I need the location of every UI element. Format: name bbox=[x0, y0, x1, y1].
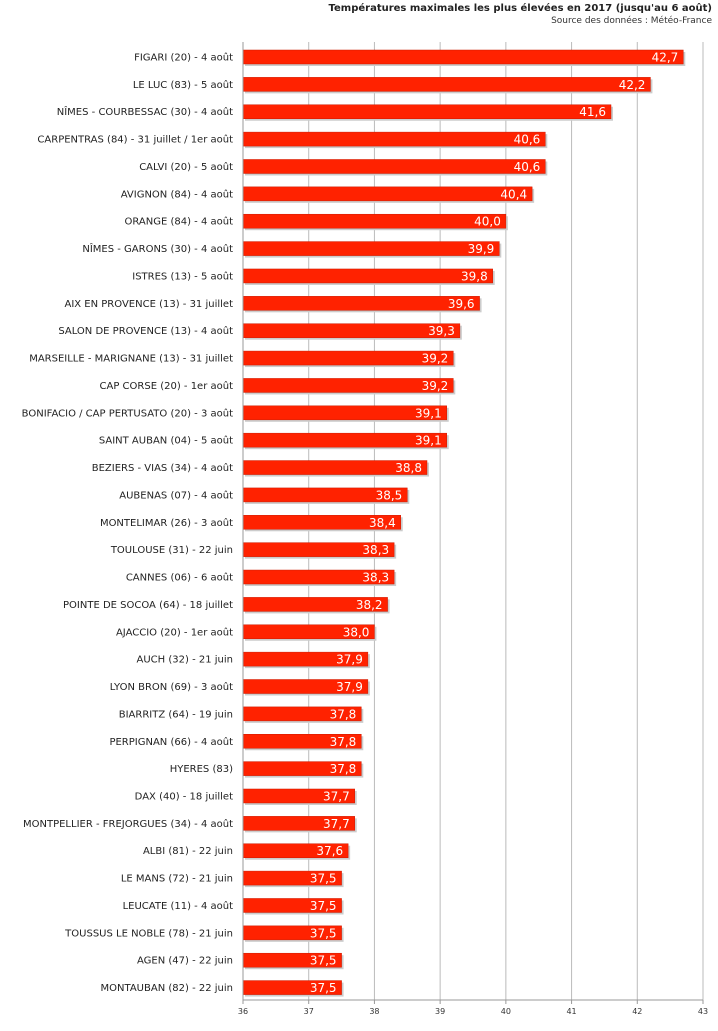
data-label: 37,8 bbox=[330, 735, 357, 749]
data-label: 39,1 bbox=[415, 434, 442, 448]
x-tick-label: 41 bbox=[566, 1007, 576, 1016]
category-label: AJACCIO (20) - 1er août bbox=[116, 626, 233, 638]
x-tick-label: 37 bbox=[304, 1007, 314, 1016]
category-label: ALBI (81) - 22 juin bbox=[143, 846, 233, 857]
data-label: 38,3 bbox=[362, 543, 389, 557]
category-label: AUCH (32) - 21 juin bbox=[137, 655, 233, 666]
data-label: 39,1 bbox=[415, 406, 442, 420]
data-label: 39,9 bbox=[468, 242, 495, 256]
chart-title: Températures maximales les plus élevées … bbox=[328, 3, 713, 14]
category-label: BONIFACIO / CAP PERTUSATO (20) - 3 août bbox=[22, 407, 233, 419]
data-label: 39,6 bbox=[448, 297, 475, 311]
data-label: 38,5 bbox=[376, 488, 403, 502]
category-label: TOULOUSE (31) - 22 juin bbox=[110, 545, 233, 556]
data-label: 37,7 bbox=[323, 789, 350, 803]
data-label: 39,2 bbox=[422, 352, 449, 366]
x-axis-ticks: 36 37 38 39 40 41 42 43 bbox=[238, 42, 708, 1016]
category-label: NÎMES - GARONS (30) - 4 août bbox=[82, 242, 233, 255]
x-tick-label: 40 bbox=[501, 1007, 511, 1016]
x-tick-label: 39 bbox=[435, 1007, 445, 1016]
data-label: 37,8 bbox=[330, 707, 357, 721]
x-tick-label: 38 bbox=[369, 1007, 379, 1016]
category-label: MONTAUBAN (82) - 22 juin bbox=[101, 983, 233, 994]
category-label: ISTRES (13) - 5 août bbox=[132, 270, 233, 282]
data-label: 39,2 bbox=[422, 379, 449, 393]
chart-source: Source des données : Météo-France bbox=[551, 16, 712, 26]
category-label: SALON DE PROVENCE (13) - 4 août bbox=[58, 325, 233, 337]
data-label: 42,7 bbox=[652, 51, 679, 65]
data-label: 38,2 bbox=[356, 598, 383, 612]
data-label: 39,8 bbox=[461, 269, 488, 283]
bar bbox=[242, 241, 500, 256]
data-label: 41,6 bbox=[579, 105, 606, 119]
category-label: SAINT AUBAN (04) - 5 août bbox=[99, 435, 233, 447]
category-label: BIARRITZ (64) - 19 juin bbox=[119, 709, 233, 720]
category-label: HYERES (83) bbox=[170, 764, 233, 775]
category-label: MONTPELLIER - FREJORGUES (34) - 4 août bbox=[23, 818, 233, 830]
data-label: 38,8 bbox=[395, 461, 422, 475]
x-tick-label: 36 bbox=[238, 1007, 248, 1016]
data-label: 38,4 bbox=[369, 516, 396, 530]
x-tick-label: 42 bbox=[632, 1007, 642, 1016]
category-label: AIX EN PROVENCE (13) - 31 juillet bbox=[64, 299, 233, 310]
data-label: 40,6 bbox=[514, 133, 541, 147]
category-label: CALVI (20) - 5 août bbox=[139, 161, 233, 173]
category-label: BEZIERS - VIAS (34) - 4 août bbox=[92, 462, 233, 474]
bars-layer: 42,7 42,2 41,6 40,6 40,6 40,4 40,0 39,9 39,8 39,6… bbox=[242, 49, 686, 997]
data-label: 37,9 bbox=[336, 653, 363, 667]
bar bbox=[242, 213, 507, 229]
category-label: TOUSSUS LE NOBLE (78) - 21 juin bbox=[64, 928, 233, 939]
category-label: AGEN (47) - 22 juin bbox=[137, 956, 233, 967]
data-label: 37,6 bbox=[316, 844, 343, 858]
data-label: 39,3 bbox=[428, 324, 455, 338]
category-label: CARPENTRAS (84) - 31 juillet / 1er août bbox=[37, 134, 233, 146]
bar bbox=[242, 186, 533, 202]
data-label: 37,7 bbox=[323, 817, 350, 831]
data-label: 37,9 bbox=[336, 680, 363, 694]
category-label: CAP CORSE (20) - 1er août bbox=[100, 380, 234, 392]
category-label: PERPIGNAN (66) - 4 août bbox=[109, 736, 233, 748]
bar bbox=[242, 49, 684, 65]
category-label: LEUCATE (11) - 4 août bbox=[123, 900, 233, 912]
data-label: 40,4 bbox=[500, 187, 527, 201]
bar bbox=[242, 77, 651, 92]
data-label: 40,0 bbox=[474, 215, 501, 229]
category-label: FIGARI (20) - 4 août bbox=[134, 52, 233, 64]
category-labels: FIGARI (20) - 4 août LE LUC (83) - 5 août… bbox=[22, 52, 233, 995]
data-label: 38,0 bbox=[343, 625, 370, 639]
data-label: 37,5 bbox=[310, 872, 337, 886]
category-label: LYON BRON (69) - 3 août bbox=[110, 681, 233, 693]
data-label: 37,8 bbox=[330, 762, 357, 776]
category-label: LE LUC (83) - 5 août bbox=[133, 79, 233, 91]
data-label: 37,5 bbox=[310, 899, 337, 913]
data-label: 38,3 bbox=[362, 571, 389, 585]
category-label: NÎMES - COURBESSAC (30) - 4 août bbox=[57, 105, 233, 118]
data-label: 37,5 bbox=[310, 954, 337, 968]
data-label: 37,5 bbox=[310, 981, 337, 995]
chart-header: Températures maximales les plus élevées … bbox=[329, 3, 713, 27]
data-label: 40,6 bbox=[514, 160, 541, 174]
category-label: MONTELIMAR (26) - 3 août bbox=[100, 517, 233, 529]
bar bbox=[242, 296, 480, 311]
bar bbox=[242, 268, 493, 284]
category-label: AUBENAS (07) - 4 août bbox=[119, 489, 233, 501]
category-label: MARSEILLE - MARIGNANE (13) - 31 juillet bbox=[29, 354, 233, 365]
category-label: DAX (40) - 18 juillet bbox=[135, 791, 233, 802]
bar bbox=[242, 159, 546, 174]
bar bbox=[242, 131, 546, 147]
x-tick-label: 43 bbox=[698, 1007, 708, 1016]
category-label: LE MANS (72) - 21 juin bbox=[121, 874, 233, 885]
category-label: AVIGNON (84) - 4 août bbox=[121, 188, 233, 200]
data-label: 37,5 bbox=[310, 926, 337, 940]
data-label: 42,2 bbox=[619, 78, 646, 92]
category-label: ORANGE (84) - 4 août bbox=[124, 216, 233, 228]
category-label: CANNES (06) - 6 août bbox=[126, 572, 233, 584]
category-label: POINTE DE SOCOA (64) - 18 juillet bbox=[63, 600, 233, 611]
bar bbox=[242, 104, 612, 119]
